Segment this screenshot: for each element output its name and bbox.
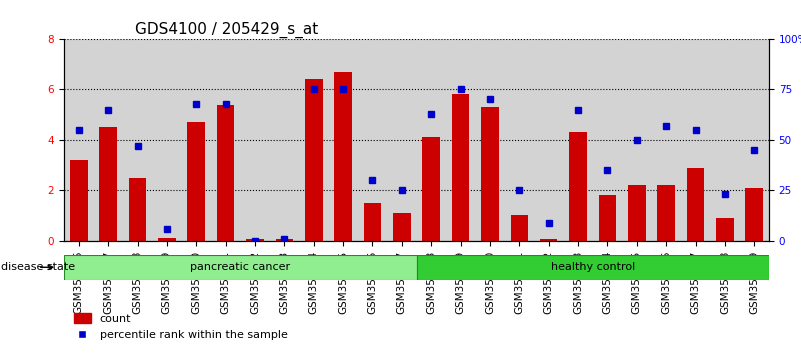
Bar <box>452 95 469 241</box>
Bar <box>158 238 175 241</box>
Bar <box>570 132 587 241</box>
Bar <box>510 216 528 241</box>
Bar <box>746 188 763 241</box>
Bar <box>217 104 235 241</box>
Text: GDS4100 / 205429_s_at: GDS4100 / 205429_s_at <box>135 21 318 38</box>
Bar <box>598 195 616 241</box>
Bar <box>129 178 147 241</box>
Bar <box>364 203 381 241</box>
Bar <box>70 160 87 241</box>
Bar <box>99 127 117 241</box>
Text: pancreatic cancer: pancreatic cancer <box>190 262 290 272</box>
Legend: count, percentile rank within the sample: count, percentile rank within the sample <box>70 309 292 345</box>
Bar <box>276 239 293 241</box>
Bar <box>305 79 323 241</box>
Bar <box>686 167 704 241</box>
Bar <box>658 185 675 241</box>
Bar <box>540 239 557 241</box>
Text: disease state: disease state <box>1 262 74 272</box>
Text: healthy control: healthy control <box>550 262 635 272</box>
Bar <box>481 107 499 241</box>
Bar <box>64 255 417 280</box>
Bar <box>716 218 734 241</box>
Bar <box>628 185 646 241</box>
Bar <box>334 72 352 241</box>
Bar <box>422 137 440 241</box>
Bar <box>417 255 769 280</box>
Bar <box>393 213 411 241</box>
Bar <box>246 239 264 241</box>
Bar <box>187 122 205 241</box>
